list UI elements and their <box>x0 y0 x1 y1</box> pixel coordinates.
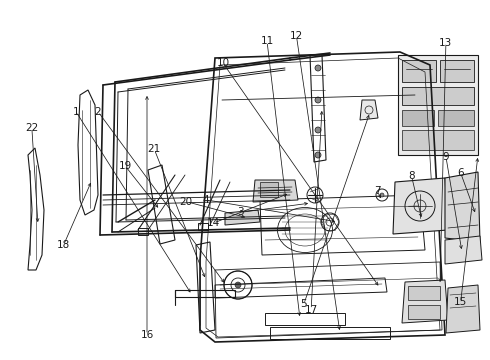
Polygon shape <box>253 180 298 202</box>
Polygon shape <box>446 285 480 333</box>
Bar <box>260 182 278 197</box>
Text: 22: 22 <box>25 123 39 133</box>
Polygon shape <box>360 100 378 120</box>
Bar <box>265 313 345 325</box>
Bar <box>402 60 436 82</box>
Text: 2: 2 <box>95 107 101 117</box>
Bar <box>408 305 440 319</box>
Bar <box>440 60 474 82</box>
Text: 6: 6 <box>457 168 464 178</box>
Polygon shape <box>393 178 448 234</box>
Text: 5: 5 <box>300 299 307 309</box>
Bar <box>398 55 478 155</box>
Circle shape <box>315 152 321 158</box>
Circle shape <box>315 97 321 103</box>
Bar <box>438 110 474 126</box>
Text: 4: 4 <box>202 195 209 205</box>
Text: 17: 17 <box>304 305 318 315</box>
Circle shape <box>380 193 384 197</box>
Text: 18: 18 <box>57 240 71 250</box>
Bar <box>402 87 474 105</box>
Text: 19: 19 <box>118 161 132 171</box>
Polygon shape <box>445 236 482 264</box>
Text: 7: 7 <box>374 186 381 196</box>
Circle shape <box>315 65 321 71</box>
Text: 1: 1 <box>73 107 79 117</box>
Text: 8: 8 <box>408 171 415 181</box>
Text: 20: 20 <box>180 197 193 207</box>
Bar <box>402 110 434 126</box>
Bar <box>270 327 390 339</box>
Circle shape <box>235 282 241 288</box>
Bar <box>408 286 440 300</box>
Circle shape <box>315 127 321 133</box>
Text: 9: 9 <box>442 152 449 162</box>
Polygon shape <box>402 280 448 323</box>
Text: 15: 15 <box>454 297 467 307</box>
Text: 16: 16 <box>140 330 154 340</box>
Polygon shape <box>225 210 260 225</box>
Text: 12: 12 <box>290 31 303 41</box>
Text: 11: 11 <box>260 36 274 46</box>
Text: 10: 10 <box>217 58 229 68</box>
Polygon shape <box>445 172 480 242</box>
Text: 21: 21 <box>147 144 161 154</box>
Text: 3: 3 <box>237 207 244 217</box>
Text: 13: 13 <box>439 38 453 48</box>
Bar <box>402 130 474 150</box>
Text: 14: 14 <box>206 218 220 228</box>
